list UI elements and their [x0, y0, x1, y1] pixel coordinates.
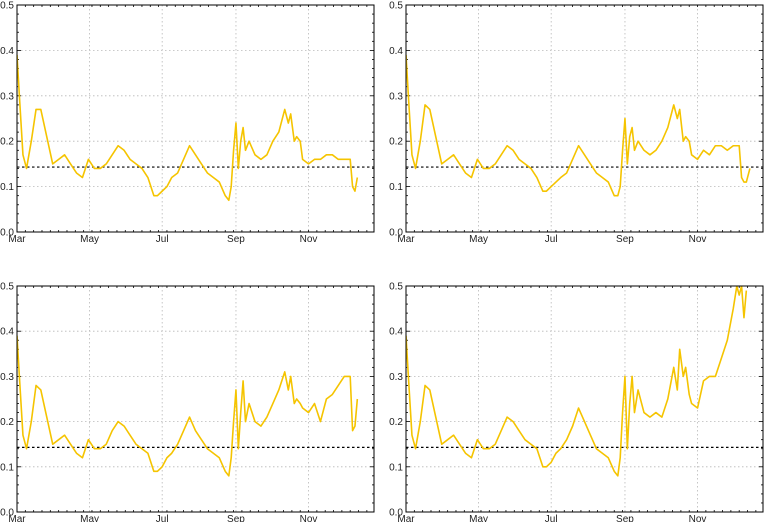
- x-tick-label: Sep: [227, 514, 245, 522]
- x-tick-label: Mar: [397, 234, 415, 245]
- chart-panel-bottom-right: 0.0 0.1 0.2 0.3 0.4 0.5 Mar May Jul Sep Nov: [389, 282, 764, 522]
- series-line: [406, 286, 748, 477]
- y-tick-label: 0.5: [0, 282, 14, 293]
- y-tick-label: 0.4: [0, 327, 14, 338]
- y-tick-label: 0.2: [389, 137, 403, 148]
- x-tick-label: Nov: [689, 514, 707, 522]
- y-tick-label: 0.5: [0, 1, 14, 12]
- y-tick-label: 0.2: [0, 417, 14, 428]
- series-line: [17, 54, 359, 202]
- x-tick-label: Nov: [300, 234, 318, 245]
- x-tick-label: Jul: [545, 234, 558, 245]
- chart-panel-bottom-left: 0.0 0.1 0.2 0.3 0.4 0.5 Mar May Jul Sep Nov: [0, 282, 375, 522]
- x-tick-label: Jul: [545, 514, 558, 522]
- series-line: [17, 335, 359, 477]
- x-tick-label: May: [469, 514, 488, 522]
- y-tick-label: 0.5: [389, 1, 403, 12]
- x-tick-label: Sep: [227, 234, 245, 245]
- y-tick-label: 0.0: [0, 508, 14, 519]
- y-tick-label: 0.3: [389, 372, 403, 383]
- x-tick-label: Sep: [616, 234, 634, 245]
- y-tick-label: 0.4: [389, 46, 403, 57]
- x-tick-label: Jul: [156, 514, 169, 522]
- x-tick-label: Nov: [300, 514, 318, 522]
- y-tick-label: 0.0: [389, 228, 403, 239]
- y-tick-label: 0.5: [389, 282, 403, 293]
- y-tick-label: 0.0: [389, 508, 403, 519]
- series-line: [406, 54, 751, 197]
- x-tick-label: Jul: [156, 234, 169, 245]
- plot-frame: [405, 285, 764, 513]
- x-tick-label: Mar: [8, 514, 26, 522]
- y-tick-label: 0.2: [389, 417, 403, 428]
- y-tick-label: 0.1: [389, 462, 403, 473]
- y-tick-label: 0.1: [0, 182, 14, 193]
- chart-panel-top-left: 0.0 0.1 0.2 0.3 0.4 0.5 Mar May Jul Sep Nov: [0, 1, 375, 245]
- x-tick-label: May: [80, 234, 99, 245]
- y-tick-label: 0.3: [389, 91, 403, 102]
- y-tick-label: 0.4: [389, 327, 403, 338]
- x-tick-label: May: [469, 234, 488, 245]
- plot-frame: [405, 4, 764, 233]
- plot-frame: [16, 4, 375, 233]
- y-tick-label: 0.1: [389, 182, 403, 193]
- x-tick-label: Mar: [8, 234, 26, 245]
- x-tick-label: May: [80, 514, 99, 522]
- x-tick-label: Sep: [616, 514, 634, 522]
- y-tick-label: 0.4: [0, 46, 14, 57]
- x-tick-label: Nov: [689, 234, 707, 245]
- y-tick-label: 0.1: [0, 462, 14, 473]
- plot-frame: [16, 285, 375, 513]
- x-tick-label: Mar: [397, 514, 415, 522]
- y-tick-label: 0.3: [0, 91, 14, 102]
- y-tick-label: 0.3: [0, 372, 14, 383]
- y-tick-label: 0.2: [0, 137, 14, 148]
- y-tick-label: 0.0: [0, 228, 14, 239]
- chart-panel-top-right: 0.0 0.1 0.2 0.3 0.4 0.5 Mar May Jul Sep Nov: [389, 1, 764, 245]
